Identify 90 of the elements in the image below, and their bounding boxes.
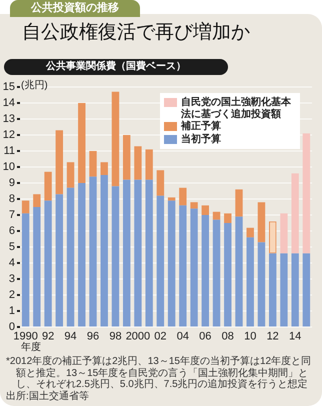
bar (112, 186, 120, 326)
bar (156, 196, 164, 326)
bar (291, 173, 299, 254)
x-tick-label: 94 (64, 330, 77, 343)
bar (122, 180, 130, 326)
bar (280, 253, 288, 326)
y-tick-label: 12 (2, 129, 15, 142)
bar (246, 237, 254, 326)
bar (22, 200, 30, 214)
text: 公共投資額の推移 (10, 0, 140, 17)
bar (190, 208, 198, 326)
y-tick-label: 14 (2, 97, 15, 110)
bar (168, 200, 176, 326)
x-tick-label: 06 (199, 330, 212, 343)
x-tick-label: 92 (42, 330, 54, 343)
bar (56, 130, 64, 194)
bar (44, 172, 52, 201)
bar (246, 228, 254, 238)
y-tick-label: 4 (8, 257, 15, 270)
chart-title: 自公政権復活で再び増加か (22, 20, 250, 44)
bar (224, 223, 232, 326)
x-tick-label: 14 (289, 330, 302, 343)
x-tick-label: 12 (266, 330, 279, 343)
y-axis-title: (兆円) (21, 80, 48, 92)
bar (202, 215, 210, 326)
bar (89, 176, 97, 326)
bar (122, 135, 130, 180)
bar (33, 207, 41, 326)
bar (258, 202, 266, 242)
y-tick-label: 1 (8, 305, 15, 318)
x-tick-label: 08 (222, 330, 234, 343)
bar (258, 242, 266, 326)
bar (291, 253, 299, 326)
bar (100, 162, 108, 175)
y-tick-label: 13 (2, 113, 15, 126)
bar (212, 220, 220, 326)
legend-label: 補正予算 (181, 121, 222, 132)
bar (302, 253, 310, 326)
x-tick-label: 2000 (126, 330, 150, 343)
bar (190, 202, 198, 209)
y-tick-label: 2 (8, 289, 15, 302)
bar (33, 194, 41, 207)
bar (100, 175, 108, 326)
x-tick-label: 1990 (13, 330, 38, 343)
bar (280, 213, 288, 254)
bar (78, 103, 86, 183)
bar (156, 170, 164, 196)
y-tick-label: 15 (2, 81, 15, 94)
bar (112, 92, 120, 186)
bar (22, 213, 30, 326)
bar (224, 213, 232, 223)
y-tick-label: 5 (8, 241, 15, 254)
bar (235, 216, 243, 326)
y-tick-label: 6 (8, 225, 15, 238)
x-axis-title: 年度 (21, 342, 41, 354)
bar (66, 188, 74, 326)
bar (179, 205, 187, 326)
bar (78, 183, 86, 326)
bar (268, 253, 276, 326)
bar (179, 188, 187, 206)
legend-label: 当初予算 (181, 134, 222, 145)
y-tick-label: 10 (2, 161, 15, 174)
bar (56, 194, 64, 326)
text: 出所:国土交通省等 (6, 390, 90, 402)
bar (202, 205, 210, 215)
bar (212, 212, 220, 220)
bar (66, 162, 74, 188)
y-tick-label: 8 (8, 193, 15, 206)
bar (134, 146, 142, 180)
y-tick-label: 11 (4, 145, 15, 158)
x-tick-label: 04 (176, 330, 189, 343)
y-tick-label: 3 (8, 273, 15, 286)
bar (168, 197, 176, 201)
bar (134, 180, 142, 326)
x-tick-label: 02 (154, 330, 167, 343)
legend-label: 自民党の国土強靭化基本法に基づく追加投資額 (181, 97, 292, 120)
x-tick-label: 98 (109, 330, 122, 343)
y-tick-label: 0 (8, 321, 15, 334)
bar (145, 149, 153, 180)
bar (89, 151, 97, 177)
x-tick-label: 96 (86, 330, 100, 343)
chart-subtitle: 公共事業関係費（国費ベース） (4, 59, 228, 75)
y-tick-label: 7 (8, 209, 15, 222)
x-tick-label: 10 (244, 330, 256, 343)
bar (145, 180, 153, 326)
bar (235, 189, 243, 217)
bar (44, 200, 52, 326)
y-tick-label: 9 (8, 177, 15, 190)
bar (302, 133, 310, 254)
text: *2012年度の補正予算は2兆円、13～15年度の当初予算は12年度と同額と推定。13～15年度を自民党の言う「国土強靭化集中期間」とし、それぞれ2.5兆円、5.0兆円、7.5兆円の追加投資を行うと想定 (6, 356, 312, 390)
